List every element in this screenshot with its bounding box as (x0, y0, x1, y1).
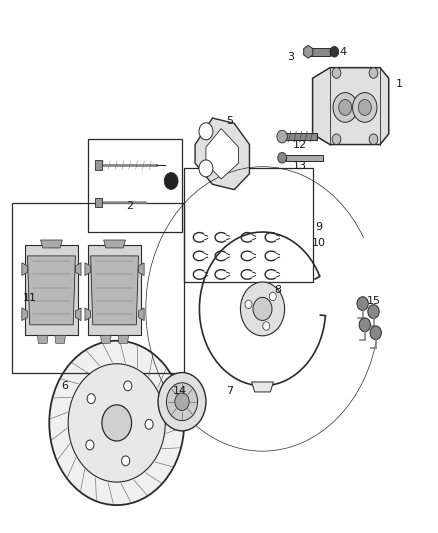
Circle shape (332, 134, 341, 144)
Polygon shape (55, 335, 65, 343)
Circle shape (332, 68, 341, 78)
Polygon shape (22, 263, 28, 276)
Text: 15: 15 (367, 296, 381, 306)
Circle shape (245, 300, 252, 309)
Circle shape (369, 68, 378, 78)
Polygon shape (286, 155, 323, 161)
Circle shape (269, 292, 276, 301)
Circle shape (277, 130, 287, 143)
Polygon shape (313, 68, 389, 144)
Circle shape (122, 456, 130, 466)
Circle shape (253, 297, 272, 320)
Circle shape (368, 305, 379, 318)
Polygon shape (311, 47, 330, 56)
Circle shape (102, 405, 131, 441)
Circle shape (87, 394, 95, 403)
FancyBboxPatch shape (95, 198, 102, 207)
Circle shape (145, 419, 153, 429)
Circle shape (68, 364, 165, 482)
Circle shape (357, 297, 368, 311)
Text: 9: 9 (315, 222, 323, 232)
Circle shape (199, 123, 213, 140)
Polygon shape (206, 128, 239, 179)
Text: 10: 10 (312, 238, 326, 248)
Text: 11: 11 (23, 293, 37, 303)
Circle shape (278, 152, 286, 163)
Text: 4: 4 (339, 47, 346, 56)
Polygon shape (75, 308, 81, 320)
Polygon shape (85, 308, 91, 320)
Circle shape (175, 393, 189, 410)
Text: 2: 2 (126, 200, 133, 211)
Text: 5: 5 (226, 116, 233, 126)
Text: 7: 7 (226, 386, 233, 396)
Polygon shape (88, 245, 141, 335)
Polygon shape (28, 256, 75, 325)
Polygon shape (118, 335, 128, 343)
Circle shape (358, 100, 371, 115)
Circle shape (124, 381, 132, 391)
Text: 8: 8 (274, 285, 281, 295)
Circle shape (330, 46, 339, 57)
Circle shape (333, 93, 357, 122)
Polygon shape (22, 308, 28, 320)
Circle shape (199, 160, 213, 177)
Polygon shape (38, 335, 48, 343)
Polygon shape (85, 263, 91, 276)
Text: 6: 6 (61, 381, 68, 391)
Circle shape (353, 93, 377, 122)
Circle shape (359, 318, 371, 332)
Polygon shape (138, 263, 144, 276)
Circle shape (263, 322, 270, 330)
Polygon shape (138, 308, 144, 320)
Text: 14: 14 (173, 386, 187, 396)
Circle shape (86, 440, 94, 450)
Circle shape (240, 282, 285, 336)
Polygon shape (75, 263, 81, 276)
Polygon shape (252, 382, 273, 392)
Circle shape (166, 383, 198, 421)
Circle shape (164, 173, 178, 190)
Polygon shape (104, 240, 125, 248)
FancyBboxPatch shape (95, 160, 102, 170)
Circle shape (49, 341, 184, 505)
Polygon shape (25, 245, 78, 335)
Circle shape (369, 134, 378, 144)
Polygon shape (91, 256, 138, 325)
Polygon shape (304, 45, 313, 58)
Polygon shape (101, 335, 111, 343)
Text: 13: 13 (293, 161, 307, 171)
Circle shape (370, 326, 381, 340)
Text: 3: 3 (287, 52, 294, 62)
Text: 12: 12 (293, 140, 307, 150)
Polygon shape (195, 118, 250, 190)
Text: 1: 1 (396, 78, 403, 88)
Circle shape (339, 100, 352, 115)
Circle shape (158, 373, 206, 431)
Polygon shape (41, 240, 62, 248)
Polygon shape (286, 133, 317, 140)
